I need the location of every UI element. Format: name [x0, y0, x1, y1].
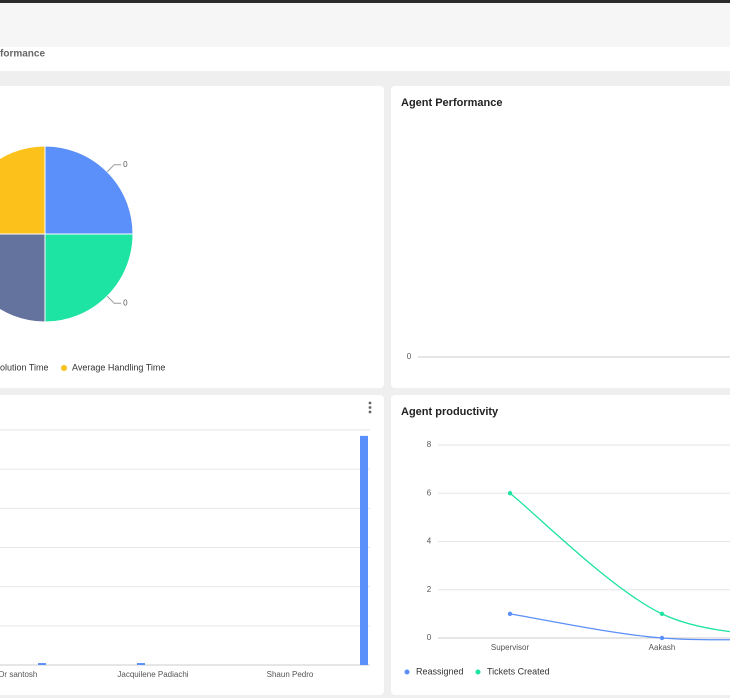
y-tick-label: 4 — [427, 537, 432, 546]
pie-slice — [0, 233, 46, 323]
leader-line — [106, 295, 122, 304]
legend-label: Reassigned — [416, 666, 464, 676]
leader-line — [106, 164, 122, 173]
header — [0, 3, 730, 47]
point — [659, 635, 665, 641]
x-tick-label: Dr santosh — [0, 670, 37, 679]
plot-area — [507, 491, 730, 641]
legend-dot — [475, 669, 481, 675]
panel-title: Agent productivity — [401, 406, 499, 418]
panel — [0, 86, 384, 388]
y-tick-label: 6 — [427, 488, 432, 497]
y-tick-label: 0 — [407, 352, 412, 361]
pie-label: 0 — [123, 160, 128, 169]
y-tick-label: 2 — [427, 585, 432, 594]
legend-label: Tickets Created — [487, 666, 550, 676]
top-bar — [0, 0, 730, 3]
panel-title: Agent Performance — [401, 97, 502, 109]
x-tick-label: Aakash — [649, 643, 676, 652]
point — [507, 611, 513, 617]
pie-label: 0 — [123, 298, 128, 307]
x-tick-label: Shaun Pedro — [267, 670, 314, 679]
point — [659, 611, 665, 617]
y-tick-label: 8 — [427, 440, 432, 449]
y-tick-label: 0 — [427, 633, 432, 642]
menu-button[interactable] — [368, 401, 372, 414]
bar — [137, 663, 145, 665]
x-tick-label: Supervisor — [491, 643, 530, 652]
panel — [391, 395, 730, 695]
bar — [38, 663, 46, 665]
legend-dot — [61, 365, 67, 371]
legend-label: Average Handling Time — [72, 362, 165, 372]
page-title: formance — [0, 49, 45, 60]
panel — [0, 395, 384, 695]
legend-dot — [404, 669, 410, 675]
pie-slice — [0, 145, 46, 235]
panel — [391, 86, 730, 388]
x-tick-label: Jacquilene Padiachi — [117, 670, 188, 679]
legend-label: olution Time — [0, 362, 49, 372]
bar — [360, 435, 368, 665]
subheader — [0, 47, 730, 71]
point — [507, 491, 513, 496]
